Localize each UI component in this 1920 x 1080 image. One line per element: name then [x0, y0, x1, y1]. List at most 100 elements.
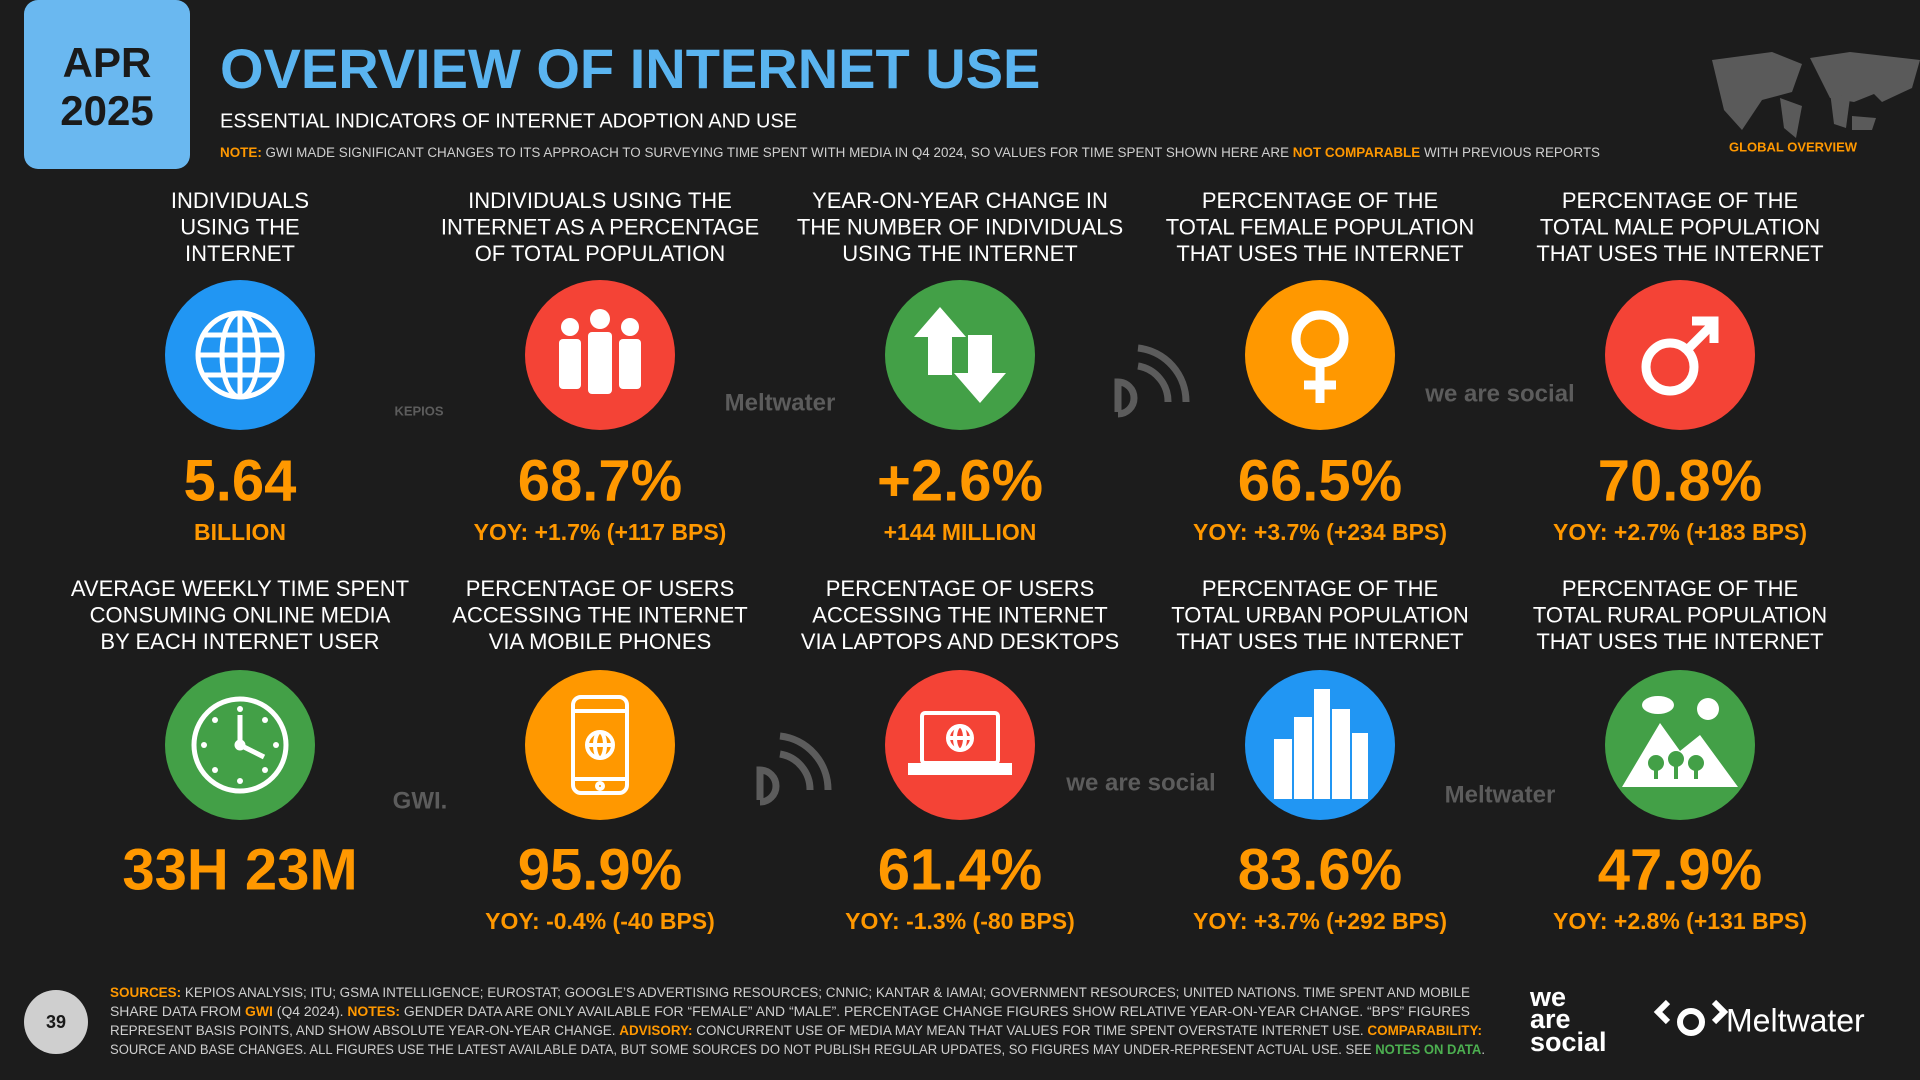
tile-sub: +144 MILLION [884, 519, 1037, 545]
icon-circle [1605, 280, 1755, 430]
logo-social: social [1530, 1027, 1607, 1057]
tile-label: TOTAL URBAN POPULATION [1171, 602, 1468, 627]
text-segment: NOTE: [220, 145, 262, 160]
tile-label: INTERNET AS A PERCENTAGE [441, 214, 759, 239]
tile-value: 68.7% [518, 448, 682, 513]
tile-label: INDIVIDUALS USING THE [468, 188, 732, 213]
note: NOTE: GWI MADE SIGNIFICANT CHANGES TO IT… [220, 145, 1600, 160]
page-number-bg [24, 990, 88, 1054]
d-logo [756, 732, 832, 806]
tile-value: 95.9% [518, 837, 682, 902]
text-segment: ADVISORY: [619, 1023, 692, 1038]
text-segment: GWI [245, 1004, 273, 1019]
tile-value: 33H 23M [122, 837, 357, 902]
icon-circle [885, 280, 1035, 430]
text-segment: SHARE DATA FROM [110, 1004, 245, 1019]
tile-label: THAT USES THE INTERNET [1536, 629, 1823, 654]
text-segment: GENDER DATA ARE ONLY AVAILABLE FOR “FEMA… [400, 1004, 1470, 1019]
icon-circle [885, 670, 1035, 820]
watermark: Meltwater [725, 389, 836, 416]
tile-label: INDIVIDUALS [171, 188, 309, 213]
tile-sub: YOY: -1.3% (-80 BPS) [845, 908, 1075, 934]
tile-label: PERCENTAGE OF THE [1202, 188, 1438, 213]
tile-value: 70.8% [1598, 448, 1762, 513]
tile-value: 83.6% [1238, 837, 1402, 902]
tile-label: USING THE INTERNET [842, 241, 1078, 266]
tile-value: 5.64 [184, 448, 297, 513]
text-segment: . [1481, 1042, 1485, 1057]
text-segment: SOURCES: [110, 985, 181, 1000]
icon-circle [1605, 670, 1755, 820]
logo-meltwater: Meltwater [1726, 1002, 1865, 1038]
tile-label: THAT USES THE INTERNET [1536, 241, 1823, 266]
logo-are: are [1530, 1004, 1571, 1034]
date-badge [24, 0, 190, 169]
footer-line: SOURCE AND BASE CHANGES. ALL FIGURES USE… [110, 1042, 1485, 1057]
subtitle: ESSENTIAL INDICATORS OF INTERNET ADOPTIO… [220, 110, 797, 132]
icon [198, 313, 282, 397]
tile-label: BY EACH INTERNET USER [100, 629, 379, 654]
tile-label: INTERNET [185, 241, 295, 266]
footer-line: SOURCES: KEPIOS ANALYSIS; ITU; GSMA INTE… [110, 985, 1470, 1000]
tile-label: USING THE [180, 214, 299, 239]
watermark: we are social [1065, 769, 1215, 796]
tile-label: YEAR-ON-YEAR CHANGE IN [812, 188, 1108, 213]
tile-sub: YOY: +2.8% (+131 BPS) [1553, 908, 1807, 934]
text-segment: GWI MADE SIGNIFICANT CHANGES TO ITS APPR… [262, 145, 1293, 160]
month: APR [63, 39, 152, 86]
text-segment: COMPARABILITY: [1367, 1023, 1482, 1038]
text-segment: CONCURRENT USE OF MEDIA MAY MEAN THAT VA… [693, 1023, 1368, 1038]
text-segment: NOTES: [347, 1004, 400, 1019]
text-segment: NOT COMPARABLE [1293, 145, 1420, 160]
text-segment: REPRESENT BASIS POINTS, AND SHOW ABSOLUT… [110, 1023, 619, 1038]
tile-label: VIA LAPTOPS AND DESKTOPS [801, 629, 1119, 654]
title: OVERVIEW OF INTERNET USE [220, 37, 1040, 100]
tile-label: PERCENTAGE OF THE [1202, 576, 1438, 601]
tile-sub: YOY: +3.7% (+234 BPS) [1193, 519, 1447, 545]
tile-label: VIA MOBILE PHONES [489, 629, 712, 654]
footer-line: SHARE DATA FROM GWI (Q4 2024). NOTES: GE… [110, 1004, 1470, 1019]
badge: GLOBAL OVERVIEW [1729, 139, 1858, 154]
watermark: KEPIOS [394, 403, 443, 418]
meltwater-mark [1653, 999, 1729, 1036]
year: 2025 [60, 87, 153, 134]
tile-label: ACCESSING THE INTERNET [452, 602, 747, 627]
tile-label: AVERAGE WEEKLY TIME SPENT [71, 576, 409, 601]
footer-line: REPRESENT BASIS POINTS, AND SHOW ABSOLUT… [110, 1023, 1482, 1038]
tile-label: PERCENTAGE OF THE [1562, 188, 1798, 213]
tile-label: TOTAL FEMALE POPULATION [1166, 214, 1474, 239]
text-segment: NOTES ON DATA [1375, 1042, 1481, 1057]
tile-label: OF TOTAL POPULATION [475, 241, 726, 266]
watermark: GWI. [393, 787, 448, 814]
world-map [1712, 52, 1920, 138]
icon-circle [1245, 280, 1395, 430]
tile-label: CONSUMING ONLINE MEDIA [90, 602, 391, 627]
text-segment: (Q4 2024). [273, 1004, 347, 1019]
tile-label: TOTAL RURAL POPULATION [1533, 602, 1827, 627]
logo-we: we [1529, 982, 1566, 1012]
tile-label: TOTAL MALE POPULATION [1540, 214, 1820, 239]
tile-value: +2.6% [877, 448, 1043, 513]
text-segment: WITH PREVIOUS REPORTS [1420, 145, 1600, 160]
text-segment: SOURCE AND BASE CHANGES. ALL FIGURES USE… [110, 1042, 1375, 1057]
tile-label: PERCENTAGE OF THE [1562, 576, 1798, 601]
tile-value: 47.9% [1598, 837, 1762, 902]
page-number: 39 [46, 1012, 66, 1032]
d-logo [1114, 344, 1190, 418]
tile-sub: BILLION [194, 519, 286, 545]
d-logo-arc [1114, 344, 1190, 418]
icon [559, 309, 641, 394]
tile-value: 61.4% [878, 837, 1042, 902]
tile-label: PERCENTAGE OF USERS [466, 576, 735, 601]
d-logo-arc [756, 732, 832, 806]
text-segment: KEPIOS ANALYSIS; ITU; GSMA INTELLIGENCE;… [181, 985, 1470, 1000]
tile-sub: YOY: +2.7% (+183 BPS) [1553, 519, 1807, 545]
tile-value: 66.5% [1238, 448, 1402, 513]
tile-label: THAT USES THE INTERNET [1176, 629, 1463, 654]
tile-label: THAT USES THE INTERNET [1176, 241, 1463, 266]
watermark: we are social [1424, 380, 1574, 407]
watermark: Meltwater [1445, 781, 1556, 808]
tile-sub: YOY: +1.7% (+117 BPS) [474, 519, 727, 545]
tile-label: THE NUMBER OF INDIVIDUALS [797, 214, 1123, 239]
